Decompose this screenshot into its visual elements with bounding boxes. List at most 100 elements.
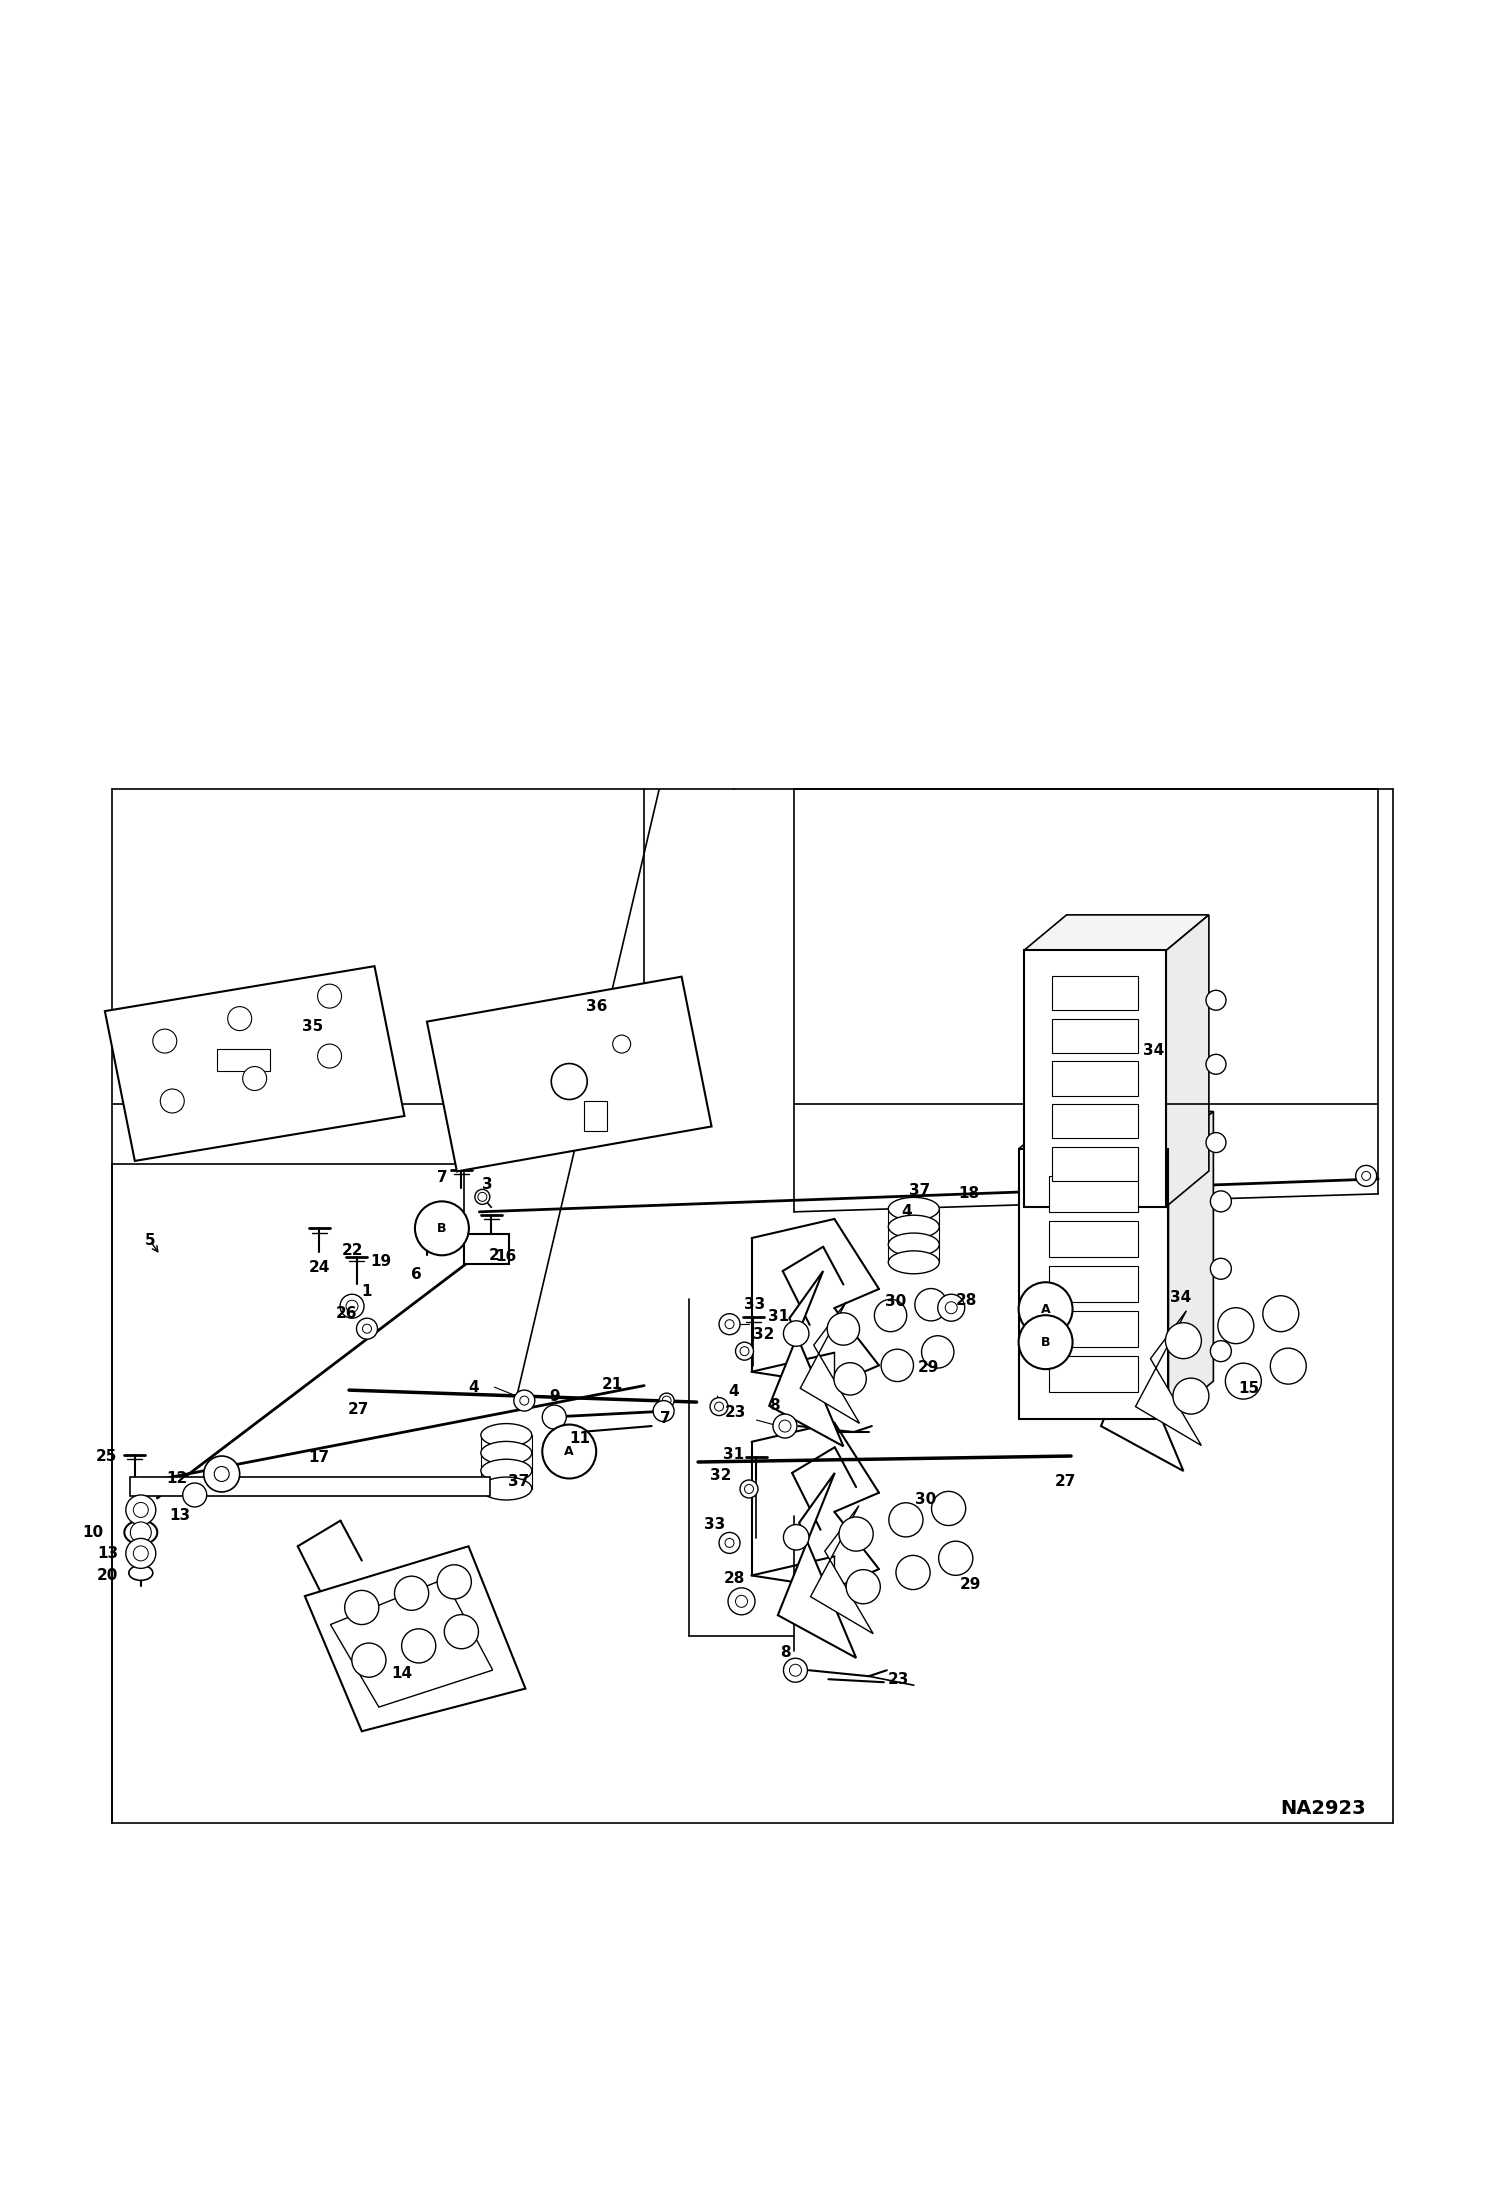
Polygon shape [770,1272,843,1445]
Polygon shape [1165,914,1209,1206]
Circle shape [394,1577,428,1610]
Circle shape [659,1393,674,1408]
Circle shape [1210,1191,1231,1213]
Polygon shape [427,976,712,1171]
Text: 19: 19 [370,1254,391,1270]
Text: 27: 27 [1055,1474,1076,1489]
Text: 21: 21 [602,1377,623,1393]
Text: 8: 8 [768,1397,780,1412]
Circle shape [740,1347,749,1355]
Circle shape [1165,1322,1201,1360]
Text: 33: 33 [704,1518,725,1533]
Bar [1049,1222,1138,1257]
Circle shape [126,1539,156,1568]
Polygon shape [331,1579,493,1706]
Ellipse shape [888,1197,939,1219]
Circle shape [719,1314,740,1336]
Text: 28: 28 [956,1292,977,1307]
Circle shape [783,1320,809,1347]
Bar [1052,1103,1138,1138]
Circle shape [915,1289,947,1320]
Circle shape [318,985,342,1009]
Polygon shape [1025,914,1209,950]
Circle shape [896,1555,930,1590]
Text: 30: 30 [885,1294,906,1309]
Bar [584,1101,607,1132]
Text: A: A [1041,1303,1050,1316]
Text: 18: 18 [959,1186,980,1202]
Bar [1052,976,1138,1011]
Circle shape [939,1542,972,1575]
Circle shape [1270,1349,1306,1384]
Bar [1019,1149,1168,1419]
Circle shape [662,1397,671,1406]
Circle shape [478,1193,487,1202]
Ellipse shape [481,1441,532,1465]
Text: 28: 28 [724,1572,745,1586]
Circle shape [827,1314,860,1344]
Circle shape [736,1594,748,1607]
Text: 7: 7 [436,1169,448,1184]
Text: 4: 4 [467,1379,479,1395]
Text: 14: 14 [391,1667,412,1680]
Circle shape [932,1491,966,1526]
Text: 13: 13 [169,1509,190,1524]
Circle shape [834,1362,866,1395]
Circle shape [945,1303,957,1314]
Text: 4: 4 [900,1204,912,1219]
Circle shape [126,1496,156,1524]
Circle shape [445,1614,478,1649]
Text: NA2923: NA2923 [1279,1798,1366,1818]
Bar [217,1048,270,1070]
Text: 16: 16 [496,1250,517,1265]
Text: 11: 11 [569,1430,590,1445]
Text: 24: 24 [309,1259,330,1274]
Circle shape [888,1502,923,1537]
Circle shape [204,1456,240,1491]
Polygon shape [777,1474,857,1658]
Text: 37: 37 [909,1184,930,1197]
Circle shape [710,1397,728,1414]
Text: 29: 29 [960,1577,981,1592]
Circle shape [1225,1364,1261,1399]
Text: 30: 30 [915,1491,936,1507]
Circle shape [1362,1171,1371,1180]
Bar [130,1478,490,1496]
Circle shape [613,1035,631,1053]
Ellipse shape [129,1566,153,1581]
Circle shape [779,1421,791,1432]
Circle shape [736,1342,753,1360]
Bar [1052,1147,1138,1182]
Polygon shape [1101,1276,1183,1472]
Text: 17: 17 [309,1450,330,1465]
Circle shape [1206,1132,1225,1154]
Circle shape [740,1480,758,1498]
Polygon shape [105,967,404,1160]
Circle shape [1356,1164,1377,1186]
Circle shape [228,1007,252,1031]
Text: 20: 20 [97,1568,118,1583]
Circle shape [875,1298,906,1331]
Circle shape [520,1397,529,1406]
Text: 26: 26 [336,1307,357,1320]
Ellipse shape [124,1520,157,1544]
Text: 3: 3 [481,1178,493,1193]
Circle shape [415,1202,469,1254]
Bar [1052,1020,1138,1053]
Ellipse shape [888,1215,939,1239]
Circle shape [437,1566,472,1599]
Bar [1049,1175,1138,1213]
Text: 1: 1 [361,1283,373,1298]
Circle shape [728,1588,755,1614]
Bar [1049,1265,1138,1303]
Text: 4: 4 [728,1384,740,1399]
Text: 8: 8 [779,1645,791,1660]
Circle shape [725,1539,734,1548]
Circle shape [352,1643,386,1678]
Circle shape [921,1336,954,1368]
Circle shape [1210,1340,1231,1362]
Circle shape [363,1325,372,1333]
Text: 9: 9 [548,1388,560,1404]
Circle shape [789,1664,801,1675]
Circle shape [1218,1307,1254,1344]
